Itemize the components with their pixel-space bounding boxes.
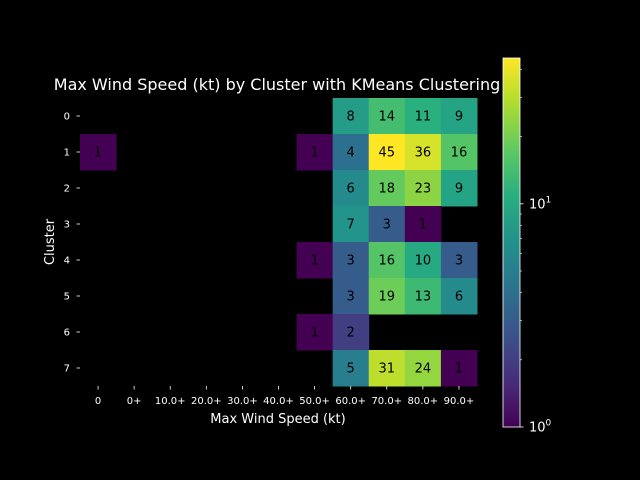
heatmap-cell [296,134,334,171]
x-tick-label: 60.0+ [335,396,366,407]
cell-value-label: 9 [455,110,463,125]
x-tick-label: 0 [95,396,101,407]
heatmap-cell [404,134,442,171]
cell-value-label: 8 [347,110,355,125]
y-tick-label: 2 [64,184,70,195]
heatmap-cell [332,314,370,351]
cell-value-label: 3 [347,254,355,269]
x-tick-label: 40.0+ [263,396,294,407]
heatmap-cell [368,134,406,171]
heatmap-cells: 8 14 11 91 1 4 45 36 166 18 23 97 3 11 3 16 10 33 19 13 61 25… [80,98,478,387]
x-axis-ticks: 0 0+ 10.0+ 20.0+ 30.0+ 40.0+ 50.0+ 60.0+ 70.0+ 80… [95,386,474,407]
x-tick-label: 50.0+ [299,396,330,407]
y-axis-label: Cluster [43,218,58,265]
heatmap-cell [440,278,478,315]
cell-value-label: 13 [415,290,432,305]
colorbar-gradient [502,57,521,428]
cell-value-label: 36 [415,146,432,161]
colorbar-tick-label: 101 [529,195,551,212]
cell-value-label: 1 [310,326,318,341]
heatmap-cell [368,98,406,135]
cell-value-label: 3 [383,218,391,233]
x-axis-label: Max Wind Speed (kt) [210,412,345,427]
cell-value-label: 4 [347,146,355,161]
heatmap-cell [440,134,478,171]
x-tick-label: 10.0+ [155,396,186,407]
heatmap-cell [404,170,442,207]
heatmap-cell [404,278,442,315]
y-tick-label: 0 [64,112,70,123]
cell-value-label: 1 [419,218,427,233]
heatmap-cell [296,242,334,279]
heatmap-cell [404,350,442,387]
cell-value-label: 19 [378,290,395,305]
cell-value-label: 3 [455,254,463,269]
heatmap-cell [332,170,370,207]
cell-value-label: 10 [415,254,432,269]
x-tick-label: 30.0+ [227,396,258,407]
heatmap-cell [332,350,370,387]
cell-value-label: 6 [347,182,355,197]
heatmap-cell [368,278,406,315]
heatmap-cell [404,206,442,243]
y-tick-label: 7 [64,364,70,375]
cell-value-label: 1 [94,146,102,161]
x-tick-label: 70.0+ [371,396,402,407]
heatmap-cell [440,242,478,279]
cell-value-label: 11 [415,110,432,125]
cell-value-label: 23 [415,182,432,197]
heatmap-cell [296,314,334,351]
heatmap-cell [368,350,406,387]
cell-value-label: 1 [455,362,463,377]
cell-value-label: 45 [378,146,395,161]
cell-value-label: 7 [347,218,355,233]
cell-value-label: 14 [378,110,395,125]
cell-value-label: 24 [415,362,432,377]
cell-value-label: 18 [378,182,395,197]
colorbar-tick-label: 100 [529,419,552,436]
x-tick-label: 0+ [127,396,142,407]
x-tick-label: 80.0+ [408,396,439,407]
y-tick-label: 3 [64,220,70,231]
heatmap-cell [368,170,406,207]
y-tick-label: 5 [64,292,70,303]
cell-value-label: 3 [347,290,355,305]
heatmap-cell [332,206,370,243]
y-axis-ticks: 0 1 2 3 4 5 6 7 [64,112,80,375]
heatmap-cell [404,98,442,135]
y-tick-label: 6 [64,328,70,339]
x-tick-label: 90.0+ [444,396,475,407]
chart-title: Max Wind Speed (kt) by Cluster with KMea… [54,75,500,94]
heatmap-cell [368,206,406,243]
heatmap-cell [368,242,406,279]
heatmap-cell [332,242,370,279]
cell-value-label: 16 [451,146,468,161]
cell-value-label: 5 [347,362,355,377]
y-tick-label: 4 [64,256,70,267]
heatmap-cell [332,134,370,171]
cell-value-label: 9 [455,182,463,197]
cell-value-label: 6 [455,290,463,305]
cell-value-label: 2 [347,326,355,341]
heatmap-cell [80,134,117,171]
heatmap-cell [404,242,442,279]
y-tick-label: 1 [64,148,70,159]
heatmap-cell [332,278,370,315]
cell-value-label: 16 [378,254,395,269]
heatmap-cell [440,170,478,207]
cell-value-label: 1 [310,146,318,161]
cell-value-label: 31 [378,362,395,377]
colorbar-ticks: 100 101 [520,69,552,436]
cell-value-label: 1 [310,254,318,269]
colorbar: 100 101 [502,57,552,436]
heatmap-cell [440,350,478,387]
heatmap-cell [440,98,478,135]
x-tick-label: 20.0+ [191,396,222,407]
heatmap-cell [332,98,370,135]
